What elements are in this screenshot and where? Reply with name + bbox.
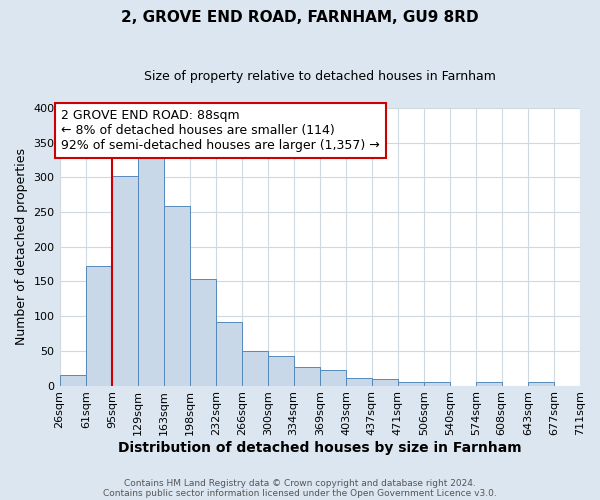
Text: 2, GROVE END ROAD, FARNHAM, GU9 8RD: 2, GROVE END ROAD, FARNHAM, GU9 8RD xyxy=(121,10,479,25)
Bar xyxy=(59,375,86,386)
Bar xyxy=(242,351,268,386)
Text: 2 GROVE END ROAD: 88sqm
← 8% of detached houses are smaller (114)
92% of semi-de: 2 GROVE END ROAD: 88sqm ← 8% of detached… xyxy=(61,109,380,152)
Bar xyxy=(190,280,216,386)
Bar xyxy=(424,382,450,386)
Bar xyxy=(320,370,346,386)
Bar xyxy=(398,382,424,386)
Bar xyxy=(112,176,138,386)
Bar xyxy=(529,382,554,386)
Text: Contains public sector information licensed under the Open Government Licence v3: Contains public sector information licen… xyxy=(103,488,497,498)
Bar xyxy=(293,367,320,386)
Bar xyxy=(86,266,112,386)
Bar xyxy=(476,382,502,386)
Text: Contains HM Land Registry data © Crown copyright and database right 2024.: Contains HM Land Registry data © Crown c… xyxy=(124,478,476,488)
Bar xyxy=(216,322,242,386)
Bar xyxy=(268,356,293,386)
X-axis label: Distribution of detached houses by size in Farnham: Distribution of detached houses by size … xyxy=(118,441,521,455)
Bar xyxy=(164,206,190,386)
Bar xyxy=(346,378,372,386)
Bar xyxy=(138,156,164,386)
Bar xyxy=(372,378,398,386)
Y-axis label: Number of detached properties: Number of detached properties xyxy=(15,148,28,345)
Title: Size of property relative to detached houses in Farnham: Size of property relative to detached ho… xyxy=(144,70,496,83)
